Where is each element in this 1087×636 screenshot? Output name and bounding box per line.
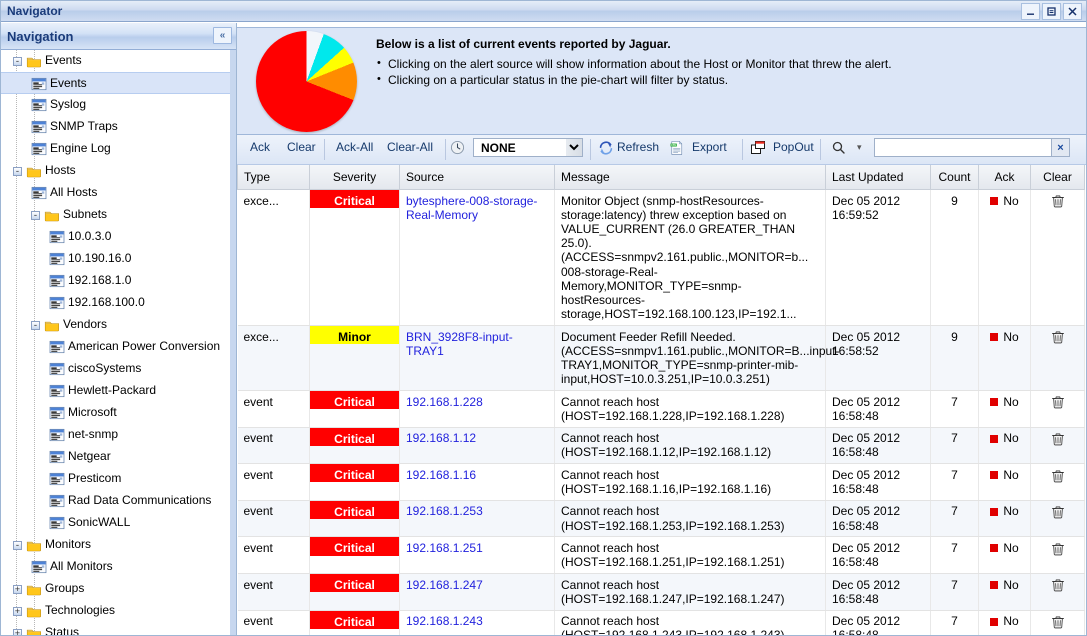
svg-text:CSV: CSV — [671, 145, 676, 147]
